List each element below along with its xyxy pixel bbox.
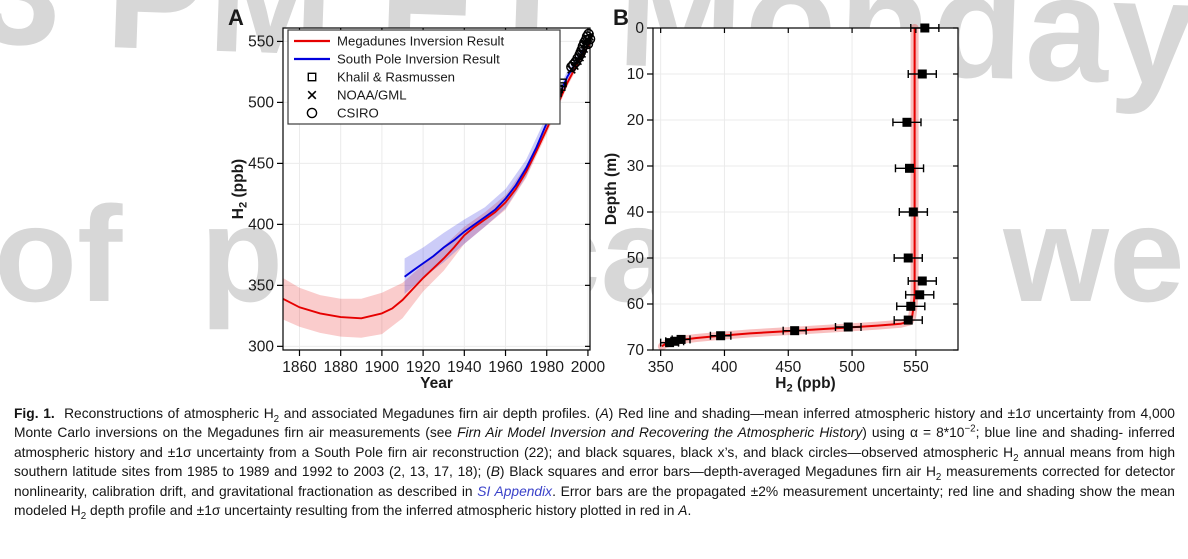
measurement-point [843,322,853,332]
legend-box: Megadunes Inversion Result South Pole Inv… [287,29,561,125]
svg-text:20: 20 [627,112,645,129]
svg-text:1980: 1980 [529,359,564,376]
svg-text:30: 30 [627,158,645,175]
panel-b: 350 400 450 500 550 0 10 20 30 40 50 60 70 H2 (ppb) De… [603,5,959,395]
svg-text:450: 450 [248,155,274,172]
measurement-point [665,338,675,348]
panel-b-plot-area [653,28,958,350]
svg-text:60: 60 [627,296,645,313]
svg-text:0: 0 [635,20,644,37]
svg-text:500: 500 [248,94,274,111]
svg-text:1920: 1920 [406,359,441,376]
legend-item-label: Khalil & Rasmussen [337,70,455,85]
measurement-point [908,207,918,217]
svg-text:1860: 1860 [282,359,317,376]
svg-text:550: 550 [903,359,929,376]
measurement-point [905,163,915,173]
panel-a: 1860 1880 1900 1920 1940 1960 1980 2000 300 350 40… [228,5,606,392]
measurement-point [917,69,927,79]
svg-text:70: 70 [627,342,645,359]
measurement-point [716,331,726,341]
measurement-point [903,253,913,263]
legend-item-label: CSIRO [337,106,379,121]
measurement-point [917,276,927,286]
svg-text:1960: 1960 [488,359,523,376]
figure-svg: 1860 1880 1900 1920 1940 1960 1980 200030035040… [228,5,959,395]
svg-text:550: 550 [248,33,274,50]
svg-text:400: 400 [248,216,274,233]
measurement-point [906,301,916,311]
svg-text:450: 450 [775,359,801,376]
svg-text:350: 350 [248,277,274,294]
measurement-point [915,290,925,300]
svg-text:300: 300 [248,338,274,355]
svg-text:2000: 2000 [571,359,606,376]
svg-text:10: 10 [627,66,645,83]
svg-text:400: 400 [712,359,738,376]
svg-text:40: 40 [627,204,645,221]
svg-text:1940: 1940 [447,359,482,376]
svg-text:1880: 1880 [323,359,358,376]
figure-caption: Fig. 1. Reconstructions of atmospheric H… [14,406,1175,522]
legend-item-label: South Pole Inversion Result [337,52,500,67]
svg-text:Depth (m): Depth (m) [603,153,620,225]
svg-text:500: 500 [839,359,865,376]
svg-text:H2 (ppb): H2 (ppb) [775,375,835,395]
svg-text:50: 50 [627,250,645,267]
svg-text:Year: Year [420,375,453,392]
svg-text:350: 350 [648,359,674,376]
measurement-point [902,117,912,127]
svg-text:H2 (ppb): H2 (ppb) [230,159,250,219]
measurement-point [903,315,913,325]
measurement-point [676,334,686,344]
legend-item-label: NOAA/GML [337,88,407,103]
legend-item-label: Megadunes Inversion Result [337,34,504,49]
panel-b-label: B [613,5,629,30]
svg-text:1900: 1900 [365,359,400,376]
measurement-point [790,326,800,336]
panel-a-label: A [228,5,244,30]
si-appendix-link[interactable]: SI Appendix [477,483,553,499]
measurement-point [670,336,680,346]
watermark-line-middle: of publication week [0,178,1188,330]
